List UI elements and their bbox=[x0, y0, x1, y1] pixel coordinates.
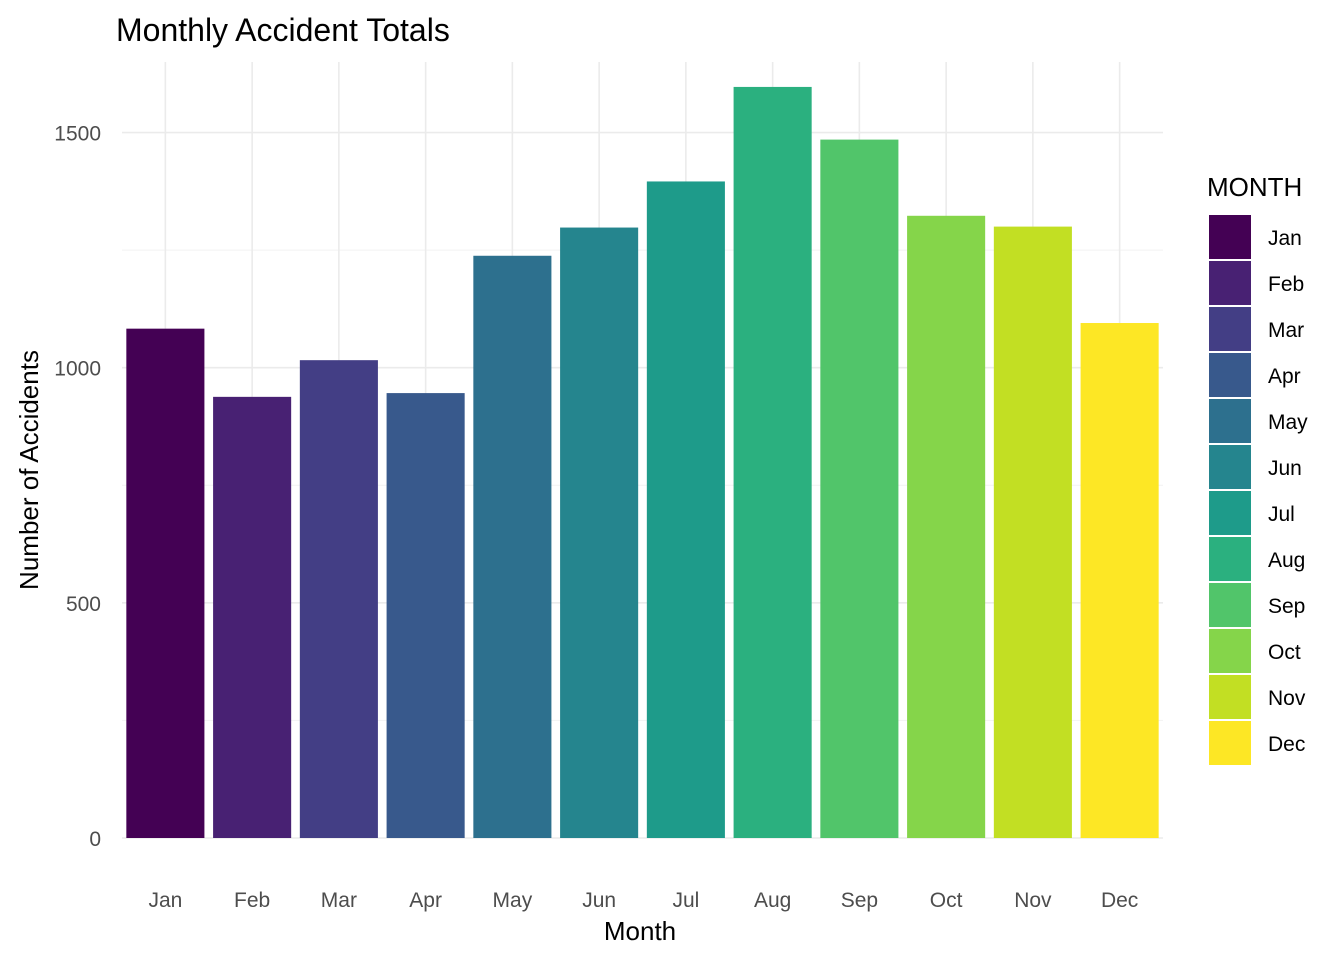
legend-label: Aug bbox=[1268, 549, 1305, 572]
y-tick-label: 1500 bbox=[54, 123, 101, 146]
x-tick-label: Aug bbox=[754, 889, 791, 912]
bar-may bbox=[473, 255, 552, 839]
x-tick-label: Jul bbox=[672, 889, 699, 912]
legend-key-mar bbox=[1209, 307, 1251, 351]
x-tick-label: Jun bbox=[582, 889, 616, 912]
legend-label: Apr bbox=[1268, 365, 1301, 388]
legend-label: May bbox=[1268, 411, 1308, 434]
bar-oct bbox=[907, 215, 986, 839]
legend-key-aug bbox=[1209, 537, 1251, 581]
x-tick-label: Sep bbox=[841, 889, 878, 912]
bar-apr bbox=[386, 393, 465, 838]
bar-feb bbox=[213, 396, 292, 838]
legend-label: Mar bbox=[1268, 319, 1304, 342]
bar-mar bbox=[299, 360, 378, 838]
y-axis-ticks: 0 500 1000 1500 bbox=[54, 123, 101, 851]
legend-label: Jan bbox=[1268, 227, 1302, 250]
bar-jul bbox=[646, 181, 725, 838]
x-axis-ticks: Jan Feb Mar Apr May Jun Jul Aug Sep Oct Nov Dec bbox=[148, 889, 1138, 912]
x-tick-label: Oct bbox=[930, 889, 963, 912]
legend-key-may bbox=[1209, 399, 1251, 443]
legend-label: Jun bbox=[1268, 457, 1302, 480]
x-tick-label: Mar bbox=[321, 889, 357, 912]
bar-nov bbox=[993, 226, 1072, 838]
legend-key-jan bbox=[1209, 215, 1251, 259]
legend-key-jul bbox=[1209, 491, 1251, 535]
y-tick-label: 500 bbox=[66, 593, 101, 616]
y-axis-title: Number of Accidents bbox=[14, 350, 44, 590]
legend: MONTH Jan Feb Mar Apr May Jun Jul Aug Sep Oct Nov D… bbox=[1207, 172, 1308, 765]
bar-dec bbox=[1080, 323, 1159, 838]
x-axis-title: Month bbox=[604, 916, 676, 946]
x-tick-label: Jan bbox=[148, 889, 182, 912]
legend-items: Jan Feb Mar Apr May Jun Jul Aug Sep Oct Nov Dec bbox=[1209, 215, 1308, 765]
bar-jan bbox=[126, 328, 205, 838]
x-tick-label: Nov bbox=[1014, 889, 1052, 912]
legend-key-nov bbox=[1209, 675, 1251, 719]
legend-key-dec bbox=[1209, 721, 1251, 765]
legend-key-sep bbox=[1209, 583, 1251, 627]
legend-key-jun bbox=[1209, 445, 1251, 489]
x-tick-label: Apr bbox=[409, 889, 442, 912]
legend-label: Nov bbox=[1268, 687, 1306, 710]
legend-key-feb bbox=[1209, 261, 1251, 305]
bar-sep bbox=[820, 139, 899, 839]
y-tick-label: 1000 bbox=[54, 358, 101, 381]
bar-aug bbox=[733, 86, 812, 838]
legend-label: Oct bbox=[1268, 641, 1301, 664]
legend-label: Jul bbox=[1268, 503, 1295, 526]
legend-label: Sep bbox=[1268, 595, 1305, 618]
legend-key-apr bbox=[1209, 353, 1251, 397]
y-tick-label: 0 bbox=[89, 828, 101, 851]
x-tick-label: Feb bbox=[234, 889, 270, 912]
legend-key-oct bbox=[1209, 629, 1251, 673]
legend-label: Feb bbox=[1268, 273, 1304, 296]
x-tick-label: May bbox=[493, 889, 533, 912]
bar-jun bbox=[560, 227, 639, 839]
x-tick-label: Dec bbox=[1101, 889, 1138, 912]
chart-title: Monthly Accident Totals bbox=[116, 12, 450, 48]
legend-title: MONTH bbox=[1207, 172, 1302, 202]
legend-label: Dec bbox=[1268, 733, 1305, 756]
bars bbox=[126, 86, 1159, 839]
